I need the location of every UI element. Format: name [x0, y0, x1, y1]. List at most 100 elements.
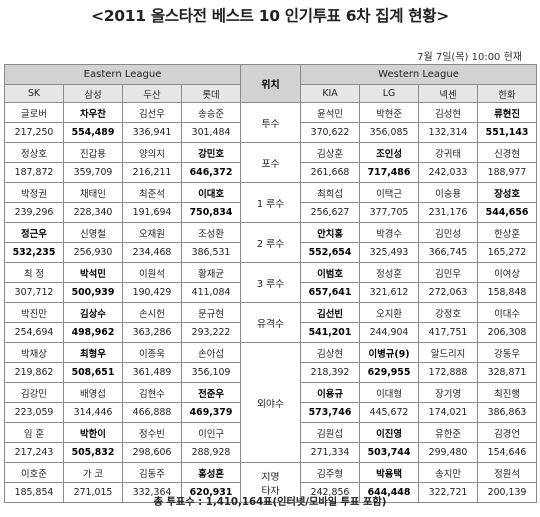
- vote-count: 370,622: [300, 122, 361, 143]
- player-name: 송승준: [180, 102, 242, 123]
- vote-count: 242,033: [418, 162, 479, 183]
- player-name: 최진행: [477, 382, 538, 403]
- player-name: 이대수: [477, 302, 538, 323]
- vote-count: 185,854: [4, 482, 64, 503]
- vote-count: 336,941: [122, 122, 182, 143]
- player-name: 최형우: [63, 342, 123, 363]
- player-name: 양의지: [122, 142, 182, 163]
- vote-count: 750,834: [180, 202, 242, 223]
- player-name: 손아섭: [180, 342, 242, 363]
- vote-count: 218,392: [300, 362, 361, 383]
- table-row: 307,712 500,939 190,429 411,084 657,641 321,6…: [4, 282, 538, 303]
- vote-count: 573,746: [300, 402, 361, 423]
- vote-count: 466,888: [122, 402, 182, 423]
- vote-count: 307,712: [4, 282, 64, 303]
- vote-count: 187,872: [4, 162, 64, 183]
- vote-count: 216,211: [122, 162, 182, 183]
- vote-count: 366,745: [418, 242, 479, 263]
- player-name: 김성현: [418, 102, 479, 123]
- player-name: 박용택: [359, 462, 420, 483]
- dh-label-line2: 타자: [261, 485, 280, 497]
- vote-count: 356,085: [359, 122, 420, 143]
- vote-count: 298,606: [122, 442, 182, 463]
- vote-count: 301,484: [180, 122, 242, 143]
- vote-count: 505,832: [63, 442, 123, 463]
- team-header: 두산: [122, 84, 182, 103]
- position-label: 투수: [240, 102, 302, 143]
- player-name: 신명철: [63, 222, 123, 243]
- vote-count: 503,744: [359, 442, 420, 463]
- player-name: 최준석: [122, 182, 182, 203]
- player-name: 정성훈: [359, 262, 420, 283]
- vote-count: 544,656: [477, 202, 538, 223]
- player-name: 박석민: [63, 262, 123, 283]
- table-row: 217,250 554,489 336,941 301,484 370,622 356,0…: [4, 122, 538, 143]
- player-name: 김현수: [122, 382, 182, 403]
- vote-count: 200,139: [477, 482, 538, 503]
- player-name: 정수빈: [122, 422, 182, 443]
- table-row: 박재상 최형우 이종욱 손아섭 외야수 김상현 이병규(9) 알드리지 강동우: [4, 342, 538, 463]
- player-name: 강민호: [180, 142, 242, 163]
- vote-count: 620,931: [180, 482, 242, 503]
- player-name: 박정권: [4, 182, 64, 203]
- player-name: 이인구: [180, 422, 242, 443]
- player-name: 조인성: [359, 142, 420, 163]
- player-name: 김주형: [300, 462, 361, 483]
- position-label: 3 루수: [240, 262, 302, 303]
- vote-count: 551,143: [477, 122, 538, 143]
- vote-count: 361,489: [122, 362, 182, 383]
- team-header: 넥센: [418, 84, 479, 103]
- position-label: 유격수: [240, 302, 302, 343]
- player-name: 진갑용: [63, 142, 123, 163]
- vote-count: 271,334: [300, 442, 361, 463]
- vote-count: 217,250: [4, 122, 64, 143]
- vote-count: 256,930: [63, 242, 123, 263]
- player-name: 최 정: [4, 262, 64, 283]
- western-league-header: Western League: [300, 64, 538, 85]
- vote-count: 293,222: [180, 322, 242, 343]
- dh-label-line1: 지명: [261, 471, 280, 483]
- player-name: 이범호: [300, 262, 361, 283]
- vote-count: 445,672: [359, 402, 420, 423]
- vote-count: 231,176: [418, 202, 479, 223]
- timestamp: 7월 7일(목) 10:00 현재: [417, 52, 522, 63]
- team-header: SK: [4, 84, 64, 103]
- player-name: 문규현: [180, 302, 242, 323]
- player-name: 차우찬: [63, 102, 123, 123]
- player-name: 이종욱: [122, 342, 182, 363]
- table-row: 532,235 256,930 234,468 386,531 552,654 325,4…: [4, 242, 538, 263]
- team-header: 롯데: [180, 84, 242, 103]
- table-row: 이호준 가 코 김동주 홍성흔 지명 타자 김주형 박용택 송지만 정원석: [4, 462, 538, 503]
- position-header: 위치: [240, 64, 302, 103]
- total-votes: 총 투표수 : 1,410,164표(인터넷/모바일 투표 포함): [153, 497, 387, 508]
- vote-count: 256,627: [300, 202, 361, 223]
- player-name: 전준우: [180, 382, 242, 403]
- player-name: 김원섭: [300, 422, 361, 443]
- player-name: 송지만: [418, 462, 479, 483]
- player-name: 윤석민: [300, 102, 361, 123]
- player-name: 김민성: [418, 222, 479, 243]
- player-name: 홍성흔: [180, 462, 242, 483]
- player-name: 황재균: [180, 262, 242, 283]
- position-label: 포수: [240, 142, 302, 183]
- vote-count: 629,955: [359, 362, 420, 383]
- vote-count: 377,705: [359, 202, 420, 223]
- vote-count: 500,939: [63, 282, 123, 303]
- player-name: 박재상: [4, 342, 64, 363]
- player-name: 채태인: [63, 182, 123, 203]
- vote-count: 288,928: [180, 442, 242, 463]
- player-name: 오재원: [122, 222, 182, 243]
- vote-count: 328,871: [477, 362, 538, 383]
- player-name: 가 코: [63, 462, 123, 483]
- vote-count: 254,694: [4, 322, 64, 343]
- vote-count: 165,272: [477, 242, 538, 263]
- player-name: 정상호: [4, 142, 64, 163]
- vote-count: 132,314: [418, 122, 479, 143]
- vote-count: 223,059: [4, 402, 64, 423]
- table-row: 187,872 359,709 216,211 646,372 261,668 717,4…: [4, 162, 538, 183]
- vote-count: 363,286: [122, 322, 182, 343]
- vote-count: 386,531: [180, 242, 242, 263]
- player-name: 오지환: [359, 302, 420, 323]
- vote-count: 508,651: [63, 362, 123, 383]
- position-label: 1 루수: [240, 182, 302, 223]
